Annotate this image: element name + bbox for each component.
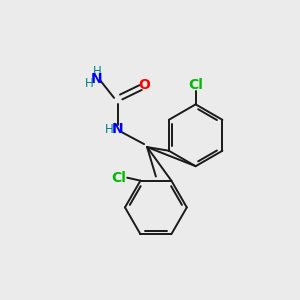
Text: Cl: Cl — [111, 171, 126, 185]
Text: H: H — [84, 77, 93, 90]
Text: H: H — [105, 123, 114, 136]
Text: O: O — [138, 78, 150, 92]
Text: N: N — [91, 72, 103, 86]
Text: H: H — [93, 64, 101, 78]
Text: N: N — [112, 122, 123, 136]
Text: Cl: Cl — [188, 78, 203, 92]
